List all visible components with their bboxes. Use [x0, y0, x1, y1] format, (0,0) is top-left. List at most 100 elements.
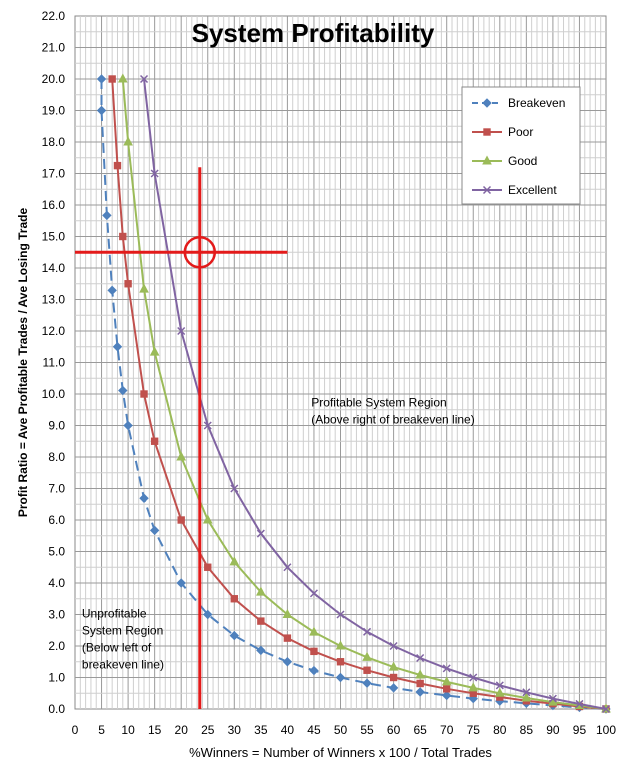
x-tick-label: 20	[175, 723, 189, 737]
y-tick-label: 17.0	[42, 167, 66, 181]
x-tick-label: 10	[121, 723, 135, 737]
x-tick-label: 85	[520, 723, 534, 737]
data-point-good	[282, 608, 293, 618]
data-point-excellent	[139, 74, 149, 84]
data-point-good	[415, 669, 425, 679]
y-tick-label: 14.0	[42, 261, 66, 275]
data-point-good	[388, 661, 399, 671]
y-tick-label: 0.0	[48, 702, 65, 716]
legend-label-excellent: Excellent	[508, 183, 557, 197]
data-point-poor	[416, 679, 424, 688]
x-tick-label: 5	[98, 723, 105, 737]
y-tick-label: 5.0	[48, 545, 65, 559]
profitable-region-label-line: Profitable System Region	[311, 396, 446, 410]
y-tick-label: 13.0	[42, 293, 66, 307]
legend-marker-good	[482, 155, 492, 165]
data-point-breakeven	[112, 342, 123, 352]
data-point-good	[335, 640, 346, 650]
data-point-good	[139, 283, 149, 293]
data-point-good	[202, 514, 213, 524]
data-point-breakeven	[362, 678, 372, 688]
data-point-breakeven	[149, 525, 160, 536]
y-tick-label: 19.0	[42, 104, 66, 118]
data-point-excellent	[150, 169, 159, 178]
data-point-breakeven	[96, 105, 107, 116]
data-point-breakeven	[309, 665, 319, 676]
x-tick-label: 40	[281, 723, 295, 737]
unprofitable-region-label-line: breakeven line)	[82, 658, 164, 672]
legend-marker-poor	[483, 128, 491, 136]
data-point-breakeven	[203, 609, 213, 620]
data-point-good	[229, 556, 240, 566]
data-point-good	[256, 586, 266, 596]
legend-label-breakeven: Breakeven	[508, 96, 565, 110]
data-point-poor	[150, 437, 159, 445]
data-point-poor	[119, 232, 127, 241]
data-point-excellent	[522, 688, 531, 697]
x-tick-label: 80	[493, 723, 507, 737]
y-tick-label: 6.0	[48, 513, 65, 527]
x-tick-label: 95	[573, 723, 587, 737]
data-point-poor	[140, 390, 148, 398]
data-point-excellent	[442, 664, 451, 673]
data-point-breakeven	[441, 690, 452, 701]
y-tick-label: 20.0	[42, 72, 66, 86]
data-point-breakeven	[229, 630, 240, 641]
data-point-breakeven	[415, 687, 425, 697]
data-point-good	[149, 346, 160, 356]
y-tick-label: 4.0	[48, 576, 65, 590]
data-point-good	[176, 451, 187, 461]
data-point-excellent	[336, 610, 345, 619]
data-point-poor	[443, 685, 451, 693]
x-tick-label: 35	[254, 723, 268, 737]
y-tick-label: 9.0	[48, 419, 65, 433]
data-point-good	[441, 676, 452, 686]
data-point-good	[494, 687, 505, 697]
y-tick-label: 22.0	[42, 9, 66, 23]
x-tick-label: 25	[201, 723, 215, 737]
x-tick-label: 90	[546, 723, 560, 737]
y-tick-label: 10.0	[42, 387, 66, 401]
x-tick-label: 0	[72, 723, 79, 737]
data-point-poor	[113, 161, 122, 170]
legend-label-good: Good	[508, 154, 537, 168]
profitable-region-label: Profitable System Region (Above right of …	[311, 396, 474, 427]
data-point-good	[521, 692, 532, 702]
y-tick-label: 21.0	[42, 41, 66, 55]
data-point-breakeven	[256, 645, 266, 656]
data-point-excellent	[309, 589, 318, 598]
data-point-excellent	[177, 326, 186, 336]
x-tick-label: 15	[148, 723, 162, 737]
data-point-poor	[283, 634, 292, 642]
data-point-excellent	[416, 653, 425, 663]
y-tick-label: 15.0	[42, 230, 66, 244]
data-point-breakeven	[118, 385, 128, 396]
crosshair-circle	[183, 236, 217, 269]
data-point-breakeven	[107, 285, 117, 296]
data-point-good	[309, 626, 319, 636]
x-tick-label: 70	[440, 723, 454, 737]
unprofitable-region-label-line: Unprofitable	[82, 607, 147, 621]
data-point-good	[362, 651, 372, 661]
data-point-breakeven	[102, 210, 112, 221]
data-point-poor	[336, 658, 345, 666]
data-point-excellent	[203, 421, 212, 430]
data-point-good	[117, 73, 128, 83]
unprofitable-region-label-line: (Below left of	[82, 641, 152, 655]
data-point-excellent	[495, 681, 504, 690]
data-point-breakeven	[123, 420, 133, 431]
data-point-poor	[257, 617, 265, 625]
x-tick-label: 55	[360, 723, 374, 737]
data-point-poor	[124, 280, 132, 288]
data-point-breakeven	[388, 683, 399, 693]
y-tick-label: 18.0	[42, 135, 66, 149]
data-point-breakeven	[176, 578, 186, 588]
y-tick-label: 7.0	[48, 482, 65, 496]
data-point-poor	[310, 647, 318, 656]
y-tick-label: 8.0	[48, 450, 65, 464]
data-point-breakeven	[96, 74, 107, 84]
data-point-excellent	[283, 563, 292, 572]
data-point-excellent	[363, 627, 372, 636]
data-point-poor	[363, 666, 371, 674]
